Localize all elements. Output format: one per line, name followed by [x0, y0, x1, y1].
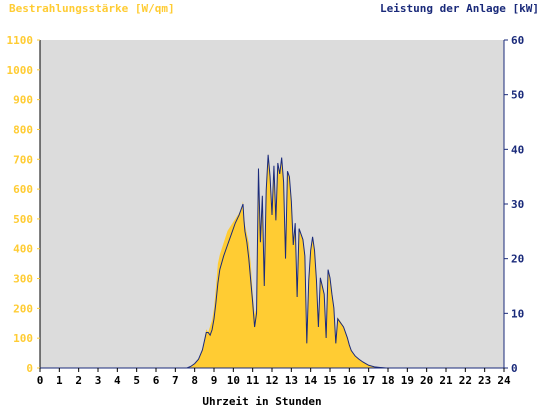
right-tick-label: 50 — [511, 89, 524, 102]
x-tick-label: 3 — [95, 374, 102, 387]
left-tick-label: 100 — [13, 332, 33, 345]
x-tick-label: 4 — [114, 374, 121, 387]
left-tick-label: 700 — [13, 153, 33, 166]
left-tick-label: 200 — [13, 302, 33, 315]
x-tick-label: 8 — [191, 374, 198, 387]
left-tick-label: 1100 — [7, 34, 34, 47]
right-axis-ticks: 0 10 20 30 40 50 60 — [504, 34, 524, 375]
x-axis-title: Uhrzeit in Stunden — [202, 395, 321, 408]
x-tick-label: 12 — [265, 374, 278, 387]
x-tick-label: 10 — [227, 374, 240, 387]
x-tick-label: 18 — [381, 374, 394, 387]
x-tick-label: 13 — [285, 374, 298, 387]
x-tick-label: 24 — [497, 374, 511, 387]
x-tick-label: 6 — [153, 374, 160, 387]
left-tick-label: 300 — [13, 273, 33, 286]
left-tick-label: 800 — [13, 123, 33, 136]
x-tick-label: 1 — [56, 374, 63, 387]
left-axis-title: Bestrahlungsstärke [W/qm] — [9, 2, 175, 15]
x-tick-label: 15 — [323, 374, 336, 387]
irradiance-area — [40, 153, 504, 368]
left-tick-label: 900 — [13, 94, 33, 107]
left-tick-label: 600 — [13, 183, 33, 196]
left-tick-label: 0 — [26, 362, 33, 375]
x-tick-label: 16 — [343, 374, 357, 387]
left-tick-label: 400 — [13, 243, 33, 256]
x-tick-label: 20 — [420, 374, 433, 387]
x-tick-label: 2 — [75, 374, 82, 387]
left-axis-ticks: 0 100 200 300 400 500 600 700 800 900 1000 1100 — [7, 34, 40, 375]
x-tick-label: 0 — [37, 374, 44, 387]
right-tick-label: 30 — [511, 198, 524, 211]
x-tick-label: 21 — [439, 374, 453, 387]
right-tick-label: 10 — [511, 307, 524, 320]
right-tick-label: 40 — [511, 143, 524, 156]
x-axis-ticks: 0 1 2 3 4 5 6 7 8 9 10 11 12 13 14 15 16 17 18 19 20 21 22 23 24 — [37, 368, 511, 387]
left-tick-label: 500 — [13, 213, 33, 226]
x-tick-label: 7 — [172, 374, 179, 387]
x-tick-label: 17 — [362, 374, 375, 387]
right-tick-label: 20 — [511, 253, 524, 266]
x-tick-label: 5 — [133, 374, 140, 387]
x-tick-label: 23 — [478, 374, 491, 387]
x-tick-label: 11 — [246, 374, 260, 387]
x-tick-label: 14 — [304, 374, 318, 387]
right-tick-label: 0 — [511, 362, 518, 375]
x-tick-label: 19 — [401, 374, 414, 387]
x-tick-label: 22 — [459, 374, 472, 387]
x-tick-label: 9 — [211, 374, 218, 387]
power-line — [40, 154, 504, 369]
right-tick-label: 60 — [511, 34, 524, 47]
right-axis-title: Leistung der Anlage [kW] — [380, 2, 539, 15]
left-tick-label: 1000 — [7, 64, 34, 77]
